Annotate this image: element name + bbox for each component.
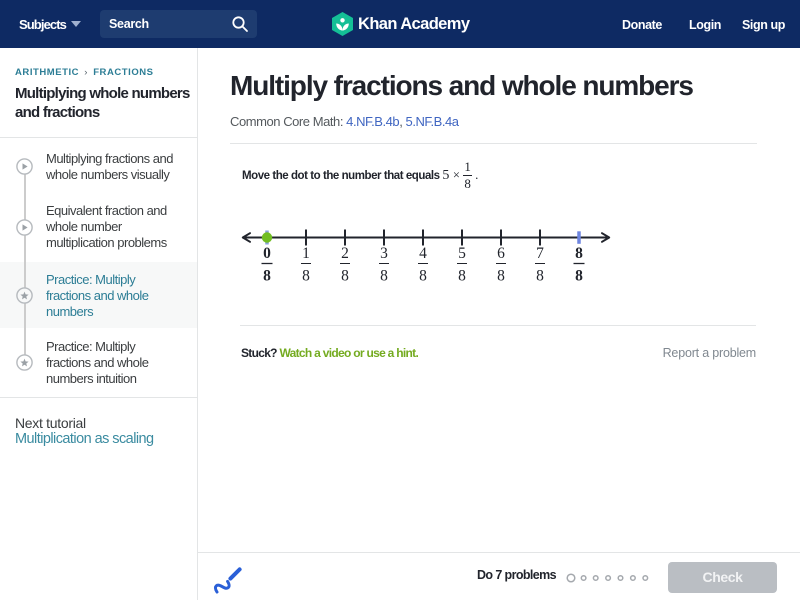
svg-text:8: 8: [575, 268, 583, 285]
svg-text:7: 7: [536, 245, 544, 262]
svg-text:8: 8: [497, 268, 505, 285]
svg-text:8: 8: [536, 268, 544, 285]
svg-text:8: 8: [263, 268, 271, 285]
svg-text:8: 8: [458, 268, 466, 285]
svg-text:8: 8: [380, 268, 388, 285]
svg-text:8: 8: [575, 245, 583, 262]
svg-text:6: 6: [497, 245, 505, 262]
svg-text:3: 3: [380, 245, 388, 262]
svg-text:8: 8: [341, 268, 349, 285]
svg-text:4: 4: [419, 245, 427, 262]
svg-text:5: 5: [458, 245, 466, 262]
svg-text:8: 8: [302, 268, 310, 285]
svg-text:0: 0: [263, 245, 271, 262]
svg-text:8: 8: [419, 268, 427, 285]
svg-text:2: 2: [341, 245, 349, 262]
svg-text:1: 1: [302, 245, 310, 262]
